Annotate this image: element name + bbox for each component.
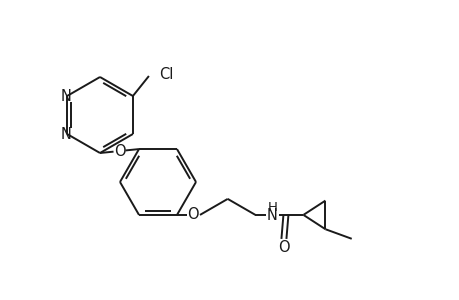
Text: N: N xyxy=(61,88,71,104)
Text: N: N xyxy=(266,208,277,224)
Text: O: O xyxy=(187,207,198,222)
Text: H: H xyxy=(267,201,277,214)
Text: N: N xyxy=(61,127,71,142)
Text: O: O xyxy=(113,143,125,158)
Text: Cl: Cl xyxy=(158,67,173,82)
Text: O: O xyxy=(278,240,290,255)
